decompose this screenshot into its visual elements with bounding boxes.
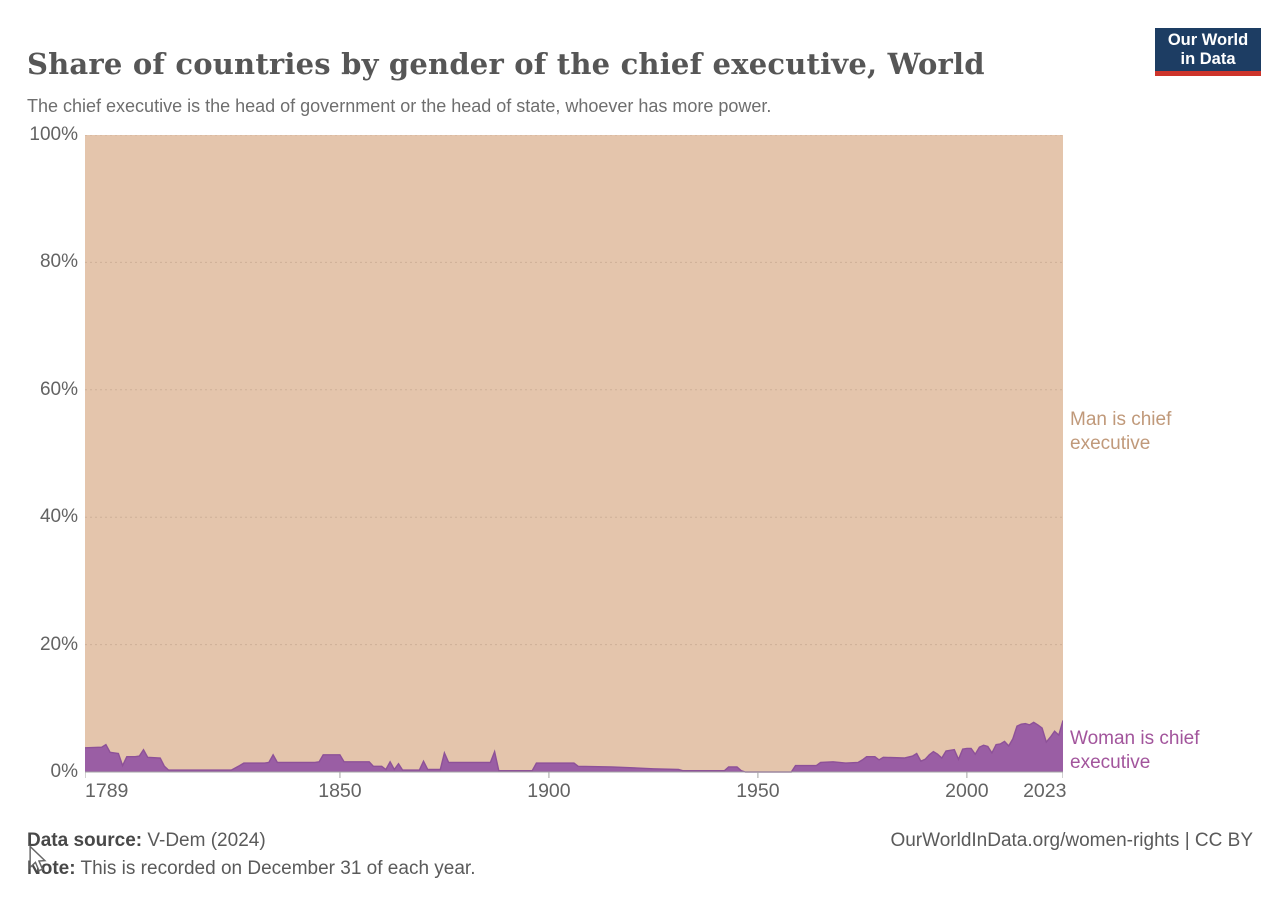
x-axis-label: 1789 bbox=[85, 780, 129, 802]
x-axis-label: 1950 bbox=[736, 780, 780, 802]
y-axis-label: 0% bbox=[50, 761, 78, 782]
y-axis-label: 80% bbox=[39, 251, 78, 273]
area-man bbox=[85, 135, 1063, 772]
y-axis-label: 60% bbox=[39, 378, 78, 400]
mouse-cursor-icon bbox=[28, 844, 47, 878]
y-axis-label: 20% bbox=[39, 633, 78, 655]
data-source-label: Data source: bbox=[27, 830, 143, 851]
data-source-line: Data source: V-Dem (2024) bbox=[27, 830, 266, 852]
owid-logo-line1: Our World bbox=[1167, 30, 1249, 49]
y-axis-label: 100% bbox=[29, 124, 78, 145]
y-axis-label: 40% bbox=[39, 506, 78, 528]
data-source-value: V-Dem (2024) bbox=[142, 830, 266, 851]
series-label-woman: Woman is chief executive bbox=[1070, 728, 1200, 773]
x-axis-label: 1850 bbox=[318, 780, 362, 802]
page-subtitle: The chief executive is the head of gover… bbox=[27, 96, 772, 116]
owid-logo-line2: in Data bbox=[1180, 49, 1236, 68]
attribution-text: OurWorldInData.org/women-rights | CC BY bbox=[890, 830, 1253, 851]
woman-boundary-line bbox=[85, 720, 1063, 773]
area-woman bbox=[85, 720, 1063, 772]
stacked-area-chart bbox=[85, 135, 1063, 778]
owid-logo: Our World in Data bbox=[1155, 28, 1261, 76]
x-axis-label: 1900 bbox=[527, 780, 571, 802]
series-label-man: Man is chief executive bbox=[1070, 409, 1172, 454]
note-value: This is recorded on December 31 of each … bbox=[75, 858, 476, 879]
x-axis-label: 2000 bbox=[945, 780, 989, 802]
page-title: Share of countries by gender of the chie… bbox=[27, 47, 985, 82]
note-line: Note: This is recorded on December 31 of… bbox=[27, 858, 475, 880]
x-axis-label: 2023 bbox=[1023, 780, 1067, 802]
